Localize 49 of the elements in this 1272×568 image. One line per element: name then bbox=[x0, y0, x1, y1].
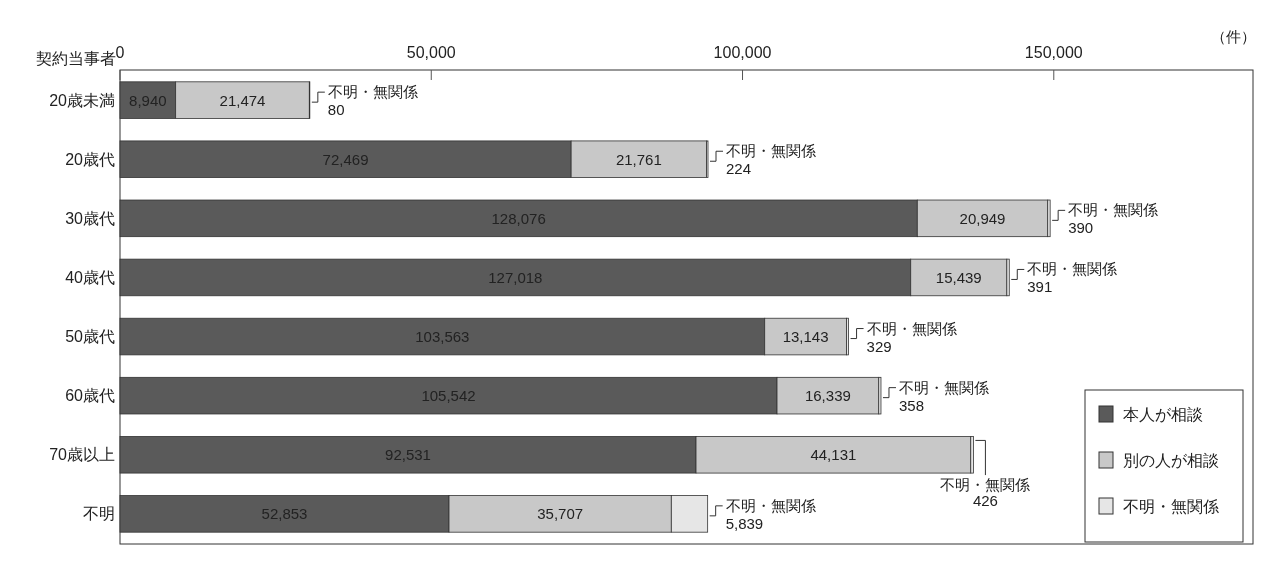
data-label: 358 bbox=[898, 396, 924, 414]
data-label: 16,339 bbox=[804, 387, 851, 405]
data-label: 329 bbox=[866, 337, 892, 355]
y-tick-label: 70歳以上 bbox=[49, 446, 115, 464]
data-label: 80 bbox=[327, 101, 345, 119]
data-label: 21,761 bbox=[615, 150, 662, 168]
data-label: 92,531 bbox=[385, 446, 431, 464]
data-label: 127,018 bbox=[488, 268, 543, 286]
x-tick-label: 50,000 bbox=[406, 44, 456, 61]
y-tick-label: 30歳代 bbox=[65, 209, 115, 227]
x-tick-label: 100,000 bbox=[713, 44, 772, 61]
data-label: 105,542 bbox=[421, 387, 476, 405]
data-label: 15,439 bbox=[935, 268, 982, 286]
text: 不明・無関係 bbox=[940, 476, 1031, 494]
legend-label: 本人が相談 bbox=[1123, 405, 1203, 423]
data-label: 391 bbox=[1027, 278, 1053, 296]
data-label: 20,949 bbox=[959, 209, 1006, 227]
y-tick-label: 40歳代 bbox=[65, 268, 115, 286]
x-tick-label: 150,000 bbox=[1024, 44, 1083, 61]
data-label: 128,076 bbox=[491, 209, 546, 227]
text: 不明・無関係 bbox=[725, 496, 816, 514]
text: 不明・無関係 bbox=[327, 83, 418, 101]
data-label: 35,707 bbox=[537, 505, 584, 523]
text: 不明・無関係 bbox=[866, 319, 957, 337]
text: 不明・無関係 bbox=[1068, 201, 1159, 219]
y-tick-label: 60歳代 bbox=[65, 387, 115, 405]
data-label: 21,474 bbox=[219, 91, 266, 109]
text: 不明・無関係 bbox=[726, 142, 816, 160]
x-tick-label: 0 bbox=[115, 44, 125, 61]
data-label: 5,839 bbox=[725, 514, 764, 532]
data-label: 72,469 bbox=[322, 150, 369, 168]
data-label: 224 bbox=[726, 160, 752, 178]
y-tick-label: 不明 bbox=[83, 505, 115, 523]
y-tick-label: 50歳代 bbox=[65, 328, 115, 346]
data-label: 426 bbox=[972, 492, 998, 510]
x-axis-title: （件） bbox=[1210, 28, 1256, 45]
data-label: 13,143 bbox=[782, 328, 829, 346]
text: 不明・無関係 bbox=[898, 378, 989, 396]
y-axis-title: 契約当事者 bbox=[36, 50, 116, 67]
y-tick-label: 20歳未満 bbox=[49, 91, 115, 109]
data-label: 8,940 bbox=[129, 91, 167, 109]
data-label: 390 bbox=[1068, 219, 1094, 237]
legend-label: 別の人が相談 bbox=[1123, 451, 1219, 469]
data-label: 52,853 bbox=[261, 505, 308, 523]
data-label: 103,563 bbox=[415, 328, 470, 346]
text: 不明・無関係 bbox=[1027, 260, 1118, 278]
y-tick-label: 20歳代 bbox=[65, 150, 115, 168]
data-label: 44,131 bbox=[810, 446, 857, 464]
legend-label: 不明・無関係 bbox=[1123, 497, 1219, 515]
